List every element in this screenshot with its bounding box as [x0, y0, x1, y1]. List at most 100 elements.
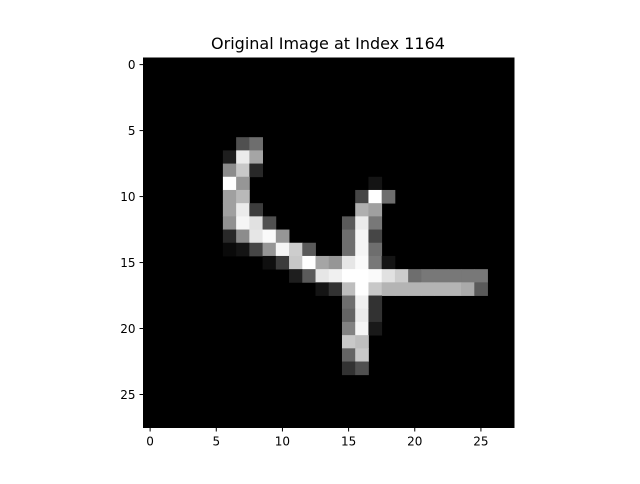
image-pixel [249, 150, 263, 164]
image-pixel [222, 229, 237, 244]
image-pixel [355, 361, 369, 376]
y-axis: 0 5 10 15 20 25 [120, 58, 144, 402]
image-pixel [275, 229, 290, 244]
image-pixel [236, 189, 250, 204]
image-pixel [236, 203, 250, 217]
image-pixel [236, 216, 250, 230]
image-pixel [394, 282, 409, 296]
image-pixel [341, 308, 356, 323]
image-pixel [474, 282, 488, 296]
image-pixel [249, 163, 263, 178]
image-pixel [262, 242, 277, 257]
image-pixel [355, 348, 369, 362]
image-pixel [236, 176, 250, 191]
image-pixel [381, 189, 396, 204]
image-pixel [328, 269, 343, 283]
image-pixel [355, 321, 369, 336]
image-pixel [408, 269, 422, 283]
image-pixel [302, 255, 316, 270]
image-pixel [355, 335, 369, 349]
image-pixel [236, 242, 250, 257]
image-pixel [368, 308, 383, 323]
image-pixel [355, 189, 369, 204]
image-pixel [275, 255, 290, 270]
image-pixel [447, 282, 462, 296]
image-pixel [289, 255, 303, 270]
image-pixel [434, 269, 449, 283]
image-pixel [355, 282, 369, 296]
image-pixel [421, 282, 436, 296]
image-pixel [262, 229, 277, 244]
image-pixel [368, 216, 383, 230]
pixel-layer [222, 137, 488, 376]
image-pixel [236, 150, 250, 164]
x-tick-label: 25 [473, 435, 488, 449]
image-pixel [222, 150, 237, 164]
image-pixel [315, 255, 330, 270]
image-pixel [289, 242, 303, 257]
image-pixel [341, 321, 356, 336]
image-pixel [394, 269, 409, 283]
image-pixel [341, 282, 356, 296]
x-tick-label: 10 [275, 435, 290, 449]
image-pixel [222, 163, 237, 178]
y-tick-label: 0 [128, 58, 136, 72]
image-pixel [236, 137, 250, 151]
image-pixel [249, 203, 263, 217]
image-pixel [236, 229, 250, 244]
image-pixel [341, 216, 356, 230]
image-pixel [474, 269, 488, 283]
image-pixel [222, 203, 237, 217]
image-pixel [262, 255, 277, 270]
image-pixel [381, 282, 396, 296]
image-pixel [275, 242, 290, 257]
y-tick-label: 10 [120, 190, 135, 204]
x-tick-label: 5 [212, 435, 220, 449]
image-pixel [222, 216, 237, 230]
image-pixel [302, 269, 316, 283]
image-pixel [408, 282, 422, 296]
image-pixel [368, 295, 383, 310]
image-pixel [381, 255, 396, 270]
image-pixel [341, 361, 356, 376]
image-pixel [315, 269, 330, 283]
image-pixel [368, 176, 383, 191]
image-pixel [355, 308, 369, 323]
image-pixel [341, 255, 356, 270]
image-pixel [341, 242, 356, 257]
image-pixel [421, 269, 436, 283]
image-pixel [355, 295, 369, 310]
image-pixel [289, 269, 303, 283]
y-tick-label: 15 [120, 256, 135, 270]
image-pixel [355, 242, 369, 257]
y-tick-label: 5 [128, 124, 136, 138]
image-pixel [368, 269, 383, 283]
image-pixel [368, 203, 383, 217]
x-tick-label: 0 [146, 435, 154, 449]
image-pixel [262, 216, 277, 230]
x-tick-label: 20 [407, 435, 422, 449]
image-pixel [236, 163, 250, 178]
image-pixel [222, 176, 237, 191]
image-pixel [341, 335, 356, 349]
image-pixel [355, 229, 369, 244]
image-pixel [315, 282, 330, 296]
image-pixel [341, 295, 356, 310]
image-pixel [368, 321, 383, 336]
image-pixel [461, 282, 475, 296]
x-tick-label: 15 [341, 435, 356, 449]
image-pixel [434, 282, 449, 296]
image-pixel [328, 255, 343, 270]
plot-frame [143, 57, 515, 428]
image-pixel [355, 203, 369, 217]
image-pixel [222, 189, 237, 204]
chart-title: Original Image at Index 1164 [211, 34, 445, 53]
image-pixel [461, 269, 475, 283]
image-pixel [368, 242, 383, 257]
image-pixel [341, 348, 356, 362]
image-pixel [368, 189, 383, 204]
image-pixel [249, 229, 263, 244]
image-pixel [447, 269, 462, 283]
image-pixel [341, 269, 356, 283]
